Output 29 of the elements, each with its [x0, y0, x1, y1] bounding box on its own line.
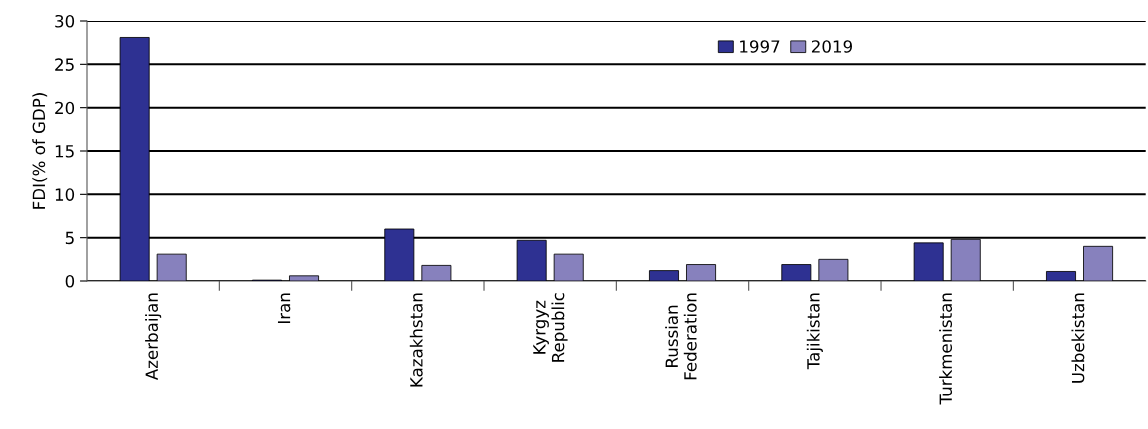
x-tick-label: Turkmenistan: [939, 293, 953, 405]
bar: [781, 264, 812, 281]
legend-label: 2019: [811, 40, 852, 53]
y-tick-label: 20: [55, 101, 75, 115]
y-axis-title: FDI(% of GDP): [32, 93, 48, 209]
x-tick-label: Tajikistan: [806, 293, 823, 370]
y-tick-label: 10: [55, 188, 75, 201]
bar: [686, 264, 717, 281]
y-tick-label: 30: [55, 14, 75, 28]
y-tick-label: 25: [55, 58, 74, 71]
legend-label: 1997: [740, 40, 780, 53]
bar: [289, 275, 320, 281]
x-tick-label: Azerbaijan: [145, 293, 162, 381]
x-tick-label: Kyrgyz Republic: [533, 293, 568, 362]
x-tick-label: Russian Federation: [665, 293, 697, 380]
bar: [818, 258, 849, 281]
bar: [1083, 245, 1114, 281]
y-tick-label: 5: [65, 231, 74, 245]
x-tick-label: Kazakhstan: [409, 293, 423, 387]
x-tick-label: Uzbekistan: [1071, 293, 1085, 383]
x-tick-label: Iran: [277, 293, 291, 324]
bar: [1046, 271, 1076, 281]
bar: [156, 253, 187, 281]
y-tick-label: 0: [65, 274, 75, 288]
bar: [421, 264, 452, 281]
bar: [913, 242, 944, 281]
bar: [553, 253, 584, 281]
bar: [649, 270, 679, 281]
y-tick-label: 15: [55, 145, 74, 158]
